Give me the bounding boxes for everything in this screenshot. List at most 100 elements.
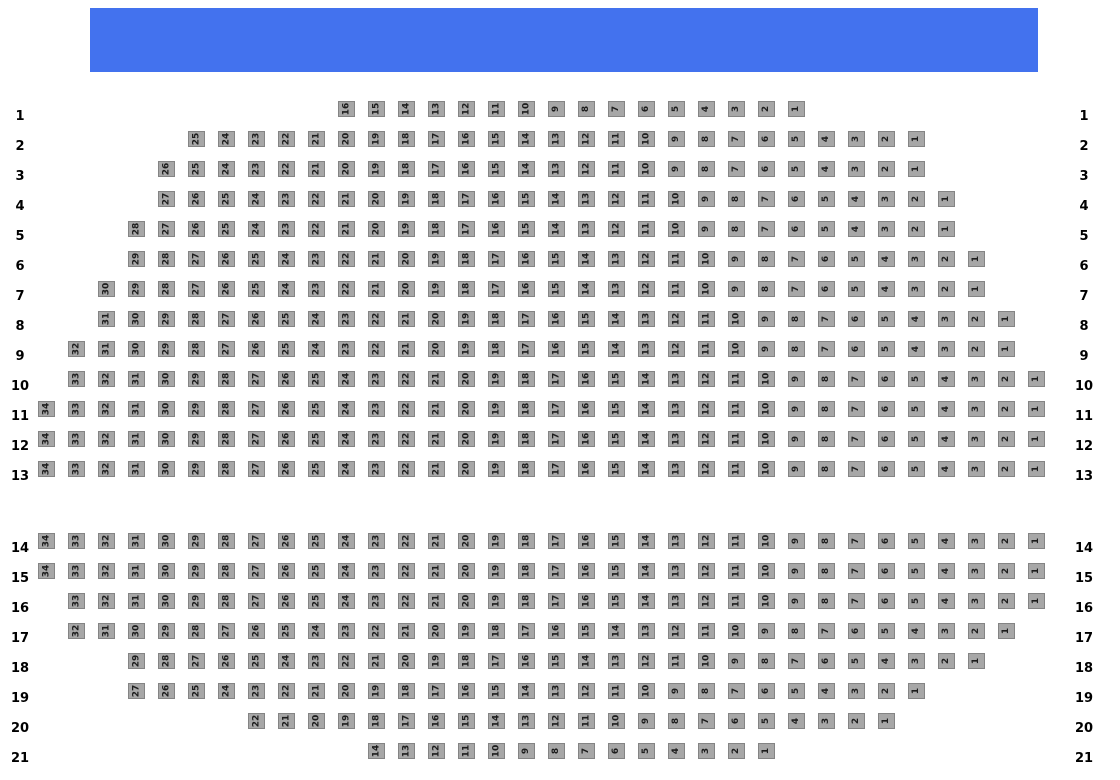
seat[interactable]: 23	[368, 431, 385, 447]
seat[interactable]: 26	[188, 221, 205, 237]
seat[interactable]: 19	[488, 593, 505, 609]
seat[interactable]: 1	[908, 131, 925, 147]
seat[interactable]: 5	[848, 281, 865, 297]
seat[interactable]: 7	[848, 371, 865, 387]
seat[interactable]: 9	[758, 623, 775, 639]
seat[interactable]: 4	[698, 101, 715, 117]
seat[interactable]: 10	[728, 341, 745, 357]
seat[interactable]: 6	[848, 623, 865, 639]
seat[interactable]: 30	[158, 461, 175, 477]
seat[interactable]: 16	[578, 461, 595, 477]
seat[interactable]: 19	[458, 341, 475, 357]
seat[interactable]: 15	[578, 311, 595, 327]
seat[interactable]: 14	[608, 341, 625, 357]
seat[interactable]: 6	[878, 533, 895, 549]
seat[interactable]: 27	[248, 533, 265, 549]
seat[interactable]: 3	[968, 461, 985, 477]
seat[interactable]: 32	[98, 401, 115, 417]
seat[interactable]: 15	[488, 131, 505, 147]
seat[interactable]: 17	[488, 653, 505, 669]
seat[interactable]: 27	[188, 281, 205, 297]
seat[interactable]: 11	[608, 161, 625, 177]
seat[interactable]: 15	[578, 623, 595, 639]
seat[interactable]: 7	[848, 533, 865, 549]
seat[interactable]: 19	[488, 563, 505, 579]
seat[interactable]: 12	[698, 533, 715, 549]
seat[interactable]: 8	[818, 533, 835, 549]
seat[interactable]: 26	[218, 653, 235, 669]
seat[interactable]: 13	[578, 221, 595, 237]
seat[interactable]: 14	[638, 401, 655, 417]
seat[interactable]: 19	[458, 623, 475, 639]
seat[interactable]: 8	[818, 563, 835, 579]
seat[interactable]: 22	[398, 563, 415, 579]
seat[interactable]: 17	[548, 533, 565, 549]
seat[interactable]: 15	[608, 533, 625, 549]
seat[interactable]: 7	[848, 563, 865, 579]
seat[interactable]: 31	[128, 401, 145, 417]
seat[interactable]: 13	[428, 101, 445, 117]
seat[interactable]: 22	[338, 251, 355, 267]
seat[interactable]: 12	[698, 461, 715, 477]
seat[interactable]: 11	[668, 251, 685, 267]
seat[interactable]: 2	[968, 341, 985, 357]
seat[interactable]: 30	[158, 563, 175, 579]
seat[interactable]: 13	[518, 713, 535, 729]
seat[interactable]: 6	[758, 161, 775, 177]
seat[interactable]: 9	[548, 101, 565, 117]
seat[interactable]: 15	[608, 431, 625, 447]
seat[interactable]: 18	[368, 713, 385, 729]
seat[interactable]: 6	[878, 401, 895, 417]
seat[interactable]: 20	[458, 533, 475, 549]
seat[interactable]: 26	[278, 371, 295, 387]
seat[interactable]: 16	[488, 221, 505, 237]
seat[interactable]: 8	[758, 251, 775, 267]
seat[interactable]: 23	[308, 653, 325, 669]
seat[interactable]: 12	[668, 623, 685, 639]
seat[interactable]: 13	[398, 743, 415, 759]
seat[interactable]: 5	[908, 461, 925, 477]
seat[interactable]: 12	[578, 161, 595, 177]
seat[interactable]: 16	[578, 431, 595, 447]
seat[interactable]: 11	[698, 311, 715, 327]
seat[interactable]: 13	[638, 311, 655, 327]
seat[interactable]: 4	[938, 431, 955, 447]
seat[interactable]: 15	[458, 713, 475, 729]
seat[interactable]: 15	[518, 191, 535, 207]
seat[interactable]: 9	[728, 653, 745, 669]
seat[interactable]: 31	[128, 461, 145, 477]
seat[interactable]: 8	[758, 653, 775, 669]
seat[interactable]: 4	[938, 461, 955, 477]
seat[interactable]: 21	[308, 131, 325, 147]
seat[interactable]: 1	[938, 221, 955, 237]
seat[interactable]: 16	[578, 533, 595, 549]
seat[interactable]: 13	[668, 593, 685, 609]
seat[interactable]: 13	[638, 341, 655, 357]
seat[interactable]: 19	[398, 191, 415, 207]
seat[interactable]: 2	[968, 623, 985, 639]
seat[interactable]: 22	[398, 533, 415, 549]
seat[interactable]: 12	[698, 401, 715, 417]
seat[interactable]: 14	[608, 311, 625, 327]
seat[interactable]: 30	[158, 593, 175, 609]
seat[interactable]: 11	[608, 131, 625, 147]
seat[interactable]: 14	[548, 191, 565, 207]
seat[interactable]: 9	[728, 251, 745, 267]
seat[interactable]: 25	[308, 401, 325, 417]
seat[interactable]: 24	[218, 161, 235, 177]
seat[interactable]: 9	[668, 131, 685, 147]
seat[interactable]: 18	[458, 653, 475, 669]
seat[interactable]: 26	[188, 191, 205, 207]
seat[interactable]: 10	[758, 563, 775, 579]
seat[interactable]: 7	[788, 251, 805, 267]
seat[interactable]: 14	[638, 533, 655, 549]
seat[interactable]: 15	[608, 461, 625, 477]
seat[interactable]: 25	[188, 161, 205, 177]
seat[interactable]: 26	[248, 311, 265, 327]
seat[interactable]: 2	[938, 281, 955, 297]
seat[interactable]: 21	[278, 713, 295, 729]
seat[interactable]: 29	[128, 251, 145, 267]
seat[interactable]: 22	[398, 401, 415, 417]
seat[interactable]: 20	[338, 161, 355, 177]
seat[interactable]: 34	[38, 401, 55, 417]
